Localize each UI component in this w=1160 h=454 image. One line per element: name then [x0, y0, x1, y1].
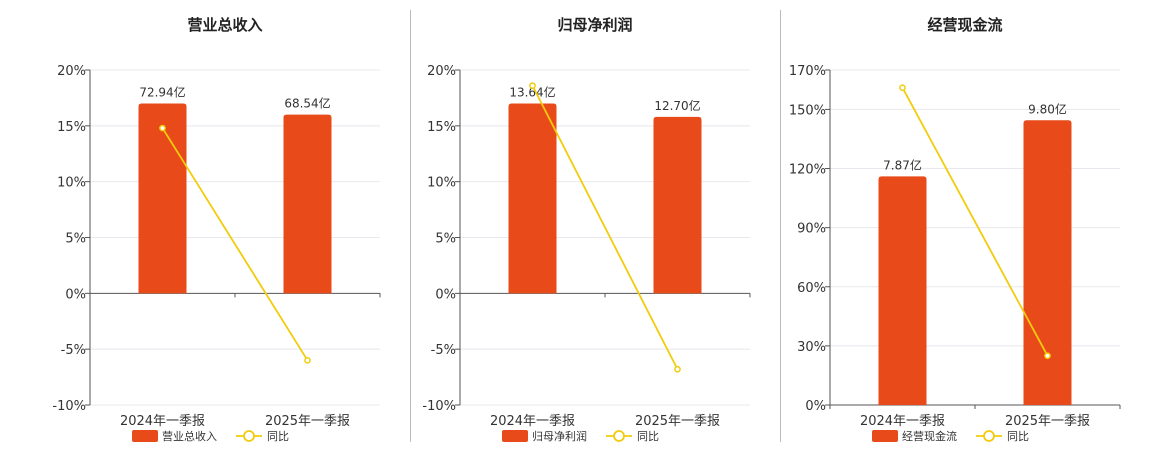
legend-line-marker — [983, 430, 995, 442]
x-tick-label: 2025年一季报 — [265, 414, 350, 429]
y-tick-label: 60% — [797, 281, 826, 296]
y-tick-label: -10% — [422, 399, 456, 414]
legend-bar-swatch — [502, 430, 528, 442]
bar — [508, 103, 557, 294]
y-tick-label: -5% — [61, 343, 86, 358]
chart-panel-cash-flow: 经营现金流 170% 150% 120% 90% 60% 30% 0% 7.87亿 2024年一… — [780, 0, 1150, 450]
y-tick-label: 0% — [435, 287, 456, 302]
bar-data-label: 13.64亿 — [509, 85, 555, 100]
x-tick-label: 2025年一季报 — [1005, 414, 1090, 429]
y-tick-label: -5% — [431, 343, 456, 358]
y-tick-label: 170% — [789, 64, 826, 79]
legend-line-label: 同比 — [1007, 430, 1029, 443]
y-tick-label: 15% — [427, 120, 456, 135]
bar-data-label: 72.94亿 — [139, 85, 185, 100]
y-tick-label: 10% — [427, 176, 456, 191]
y-tick-label: 15% — [57, 120, 86, 135]
chart-svg-cash-flow: 170% 150% 120% 90% 60% 30% 0% 7.87亿 2024年一季报 9.80… — [789, 64, 1121, 443]
line-point — [159, 124, 166, 132]
bar — [653, 116, 702, 294]
chart-title: 经营现金流 — [927, 16, 1003, 34]
legend-bar-label: 经营现金流 — [902, 429, 957, 443]
panel-divider — [410, 10, 411, 442]
y-tick-label: -10% — [52, 399, 86, 414]
bar — [138, 103, 187, 294]
y-tick-label: 10% — [57, 176, 86, 191]
y-tick-label: 20% — [57, 64, 86, 79]
y-tick-label: 150% — [789, 103, 826, 118]
y-tick-label: 90% — [797, 222, 826, 237]
chart-svg-net-profit: 20% 15% 10% 5% 0% -5% -10% 13.64亿 2024年一季报 12.70亿… — [422, 64, 751, 443]
legend-bar-swatch — [872, 430, 898, 442]
chart-title: 营业总收入 — [187, 16, 263, 34]
legend-line-label: 同比 — [637, 430, 659, 443]
legend-bar-swatch — [132, 430, 158, 442]
x-tick-label: 2024年一季报 — [860, 414, 945, 429]
line-point — [674, 365, 681, 373]
y-tick-label: 20% — [427, 64, 456, 79]
line-point — [304, 356, 311, 364]
bar-data-label: 12.70亿 — [654, 98, 700, 113]
x-tick-label: 2024年一季报 — [120, 414, 205, 429]
line-series — [901, 87, 1049, 357]
y-tick-label: 5% — [435, 232, 456, 247]
chart-panel-net-profit: 归母净利润 20% 15% 10% 5% 0% -5% -10% 13.64亿 2024年一季报… — [410, 0, 780, 450]
bar — [1023, 120, 1072, 405]
line-series — [531, 85, 679, 370]
line-series — [161, 127, 309, 361]
y-tick-label: 0% — [65, 287, 86, 302]
y-tick-label: 30% — [797, 340, 826, 355]
panel-divider — [780, 10, 781, 442]
legend-bar-label: 归母净利润 — [532, 429, 587, 443]
legend-line-marker — [243, 430, 255, 442]
line-point — [899, 84, 906, 92]
y-tick-label: 5% — [65, 232, 86, 247]
bar-data-label: 7.87亿 — [883, 157, 922, 172]
bar — [878, 176, 927, 405]
legend-line-marker — [613, 430, 625, 442]
bar-data-label: 68.54亿 — [284, 96, 330, 111]
x-tick-label: 2025年一季报 — [635, 414, 720, 429]
chart-panel-revenue: 营业总收入 20% 15% 10% 5% 0% -5% -10% 72.94亿 2024年一季报… — [40, 0, 410, 450]
y-tick-label: 120% — [789, 163, 826, 178]
chart-title: 归母净利润 — [557, 16, 633, 34]
x-tick-label: 2024年一季报 — [490, 414, 575, 429]
legend-bar-label: 营业总收入 — [162, 429, 217, 443]
line-point — [529, 82, 536, 89]
legend-line-label: 同比 — [267, 430, 289, 443]
y-tick-label: 0% — [805, 399, 826, 414]
chart-svg-revenue: 20% 15% 10% 5% 0% -5% -10% 72.94亿 2024年一季报 68.54亿… — [52, 64, 381, 443]
line-point — [1044, 352, 1051, 360]
bar — [283, 114, 332, 294]
bar-data-label: 9.80亿 — [1028, 101, 1067, 116]
